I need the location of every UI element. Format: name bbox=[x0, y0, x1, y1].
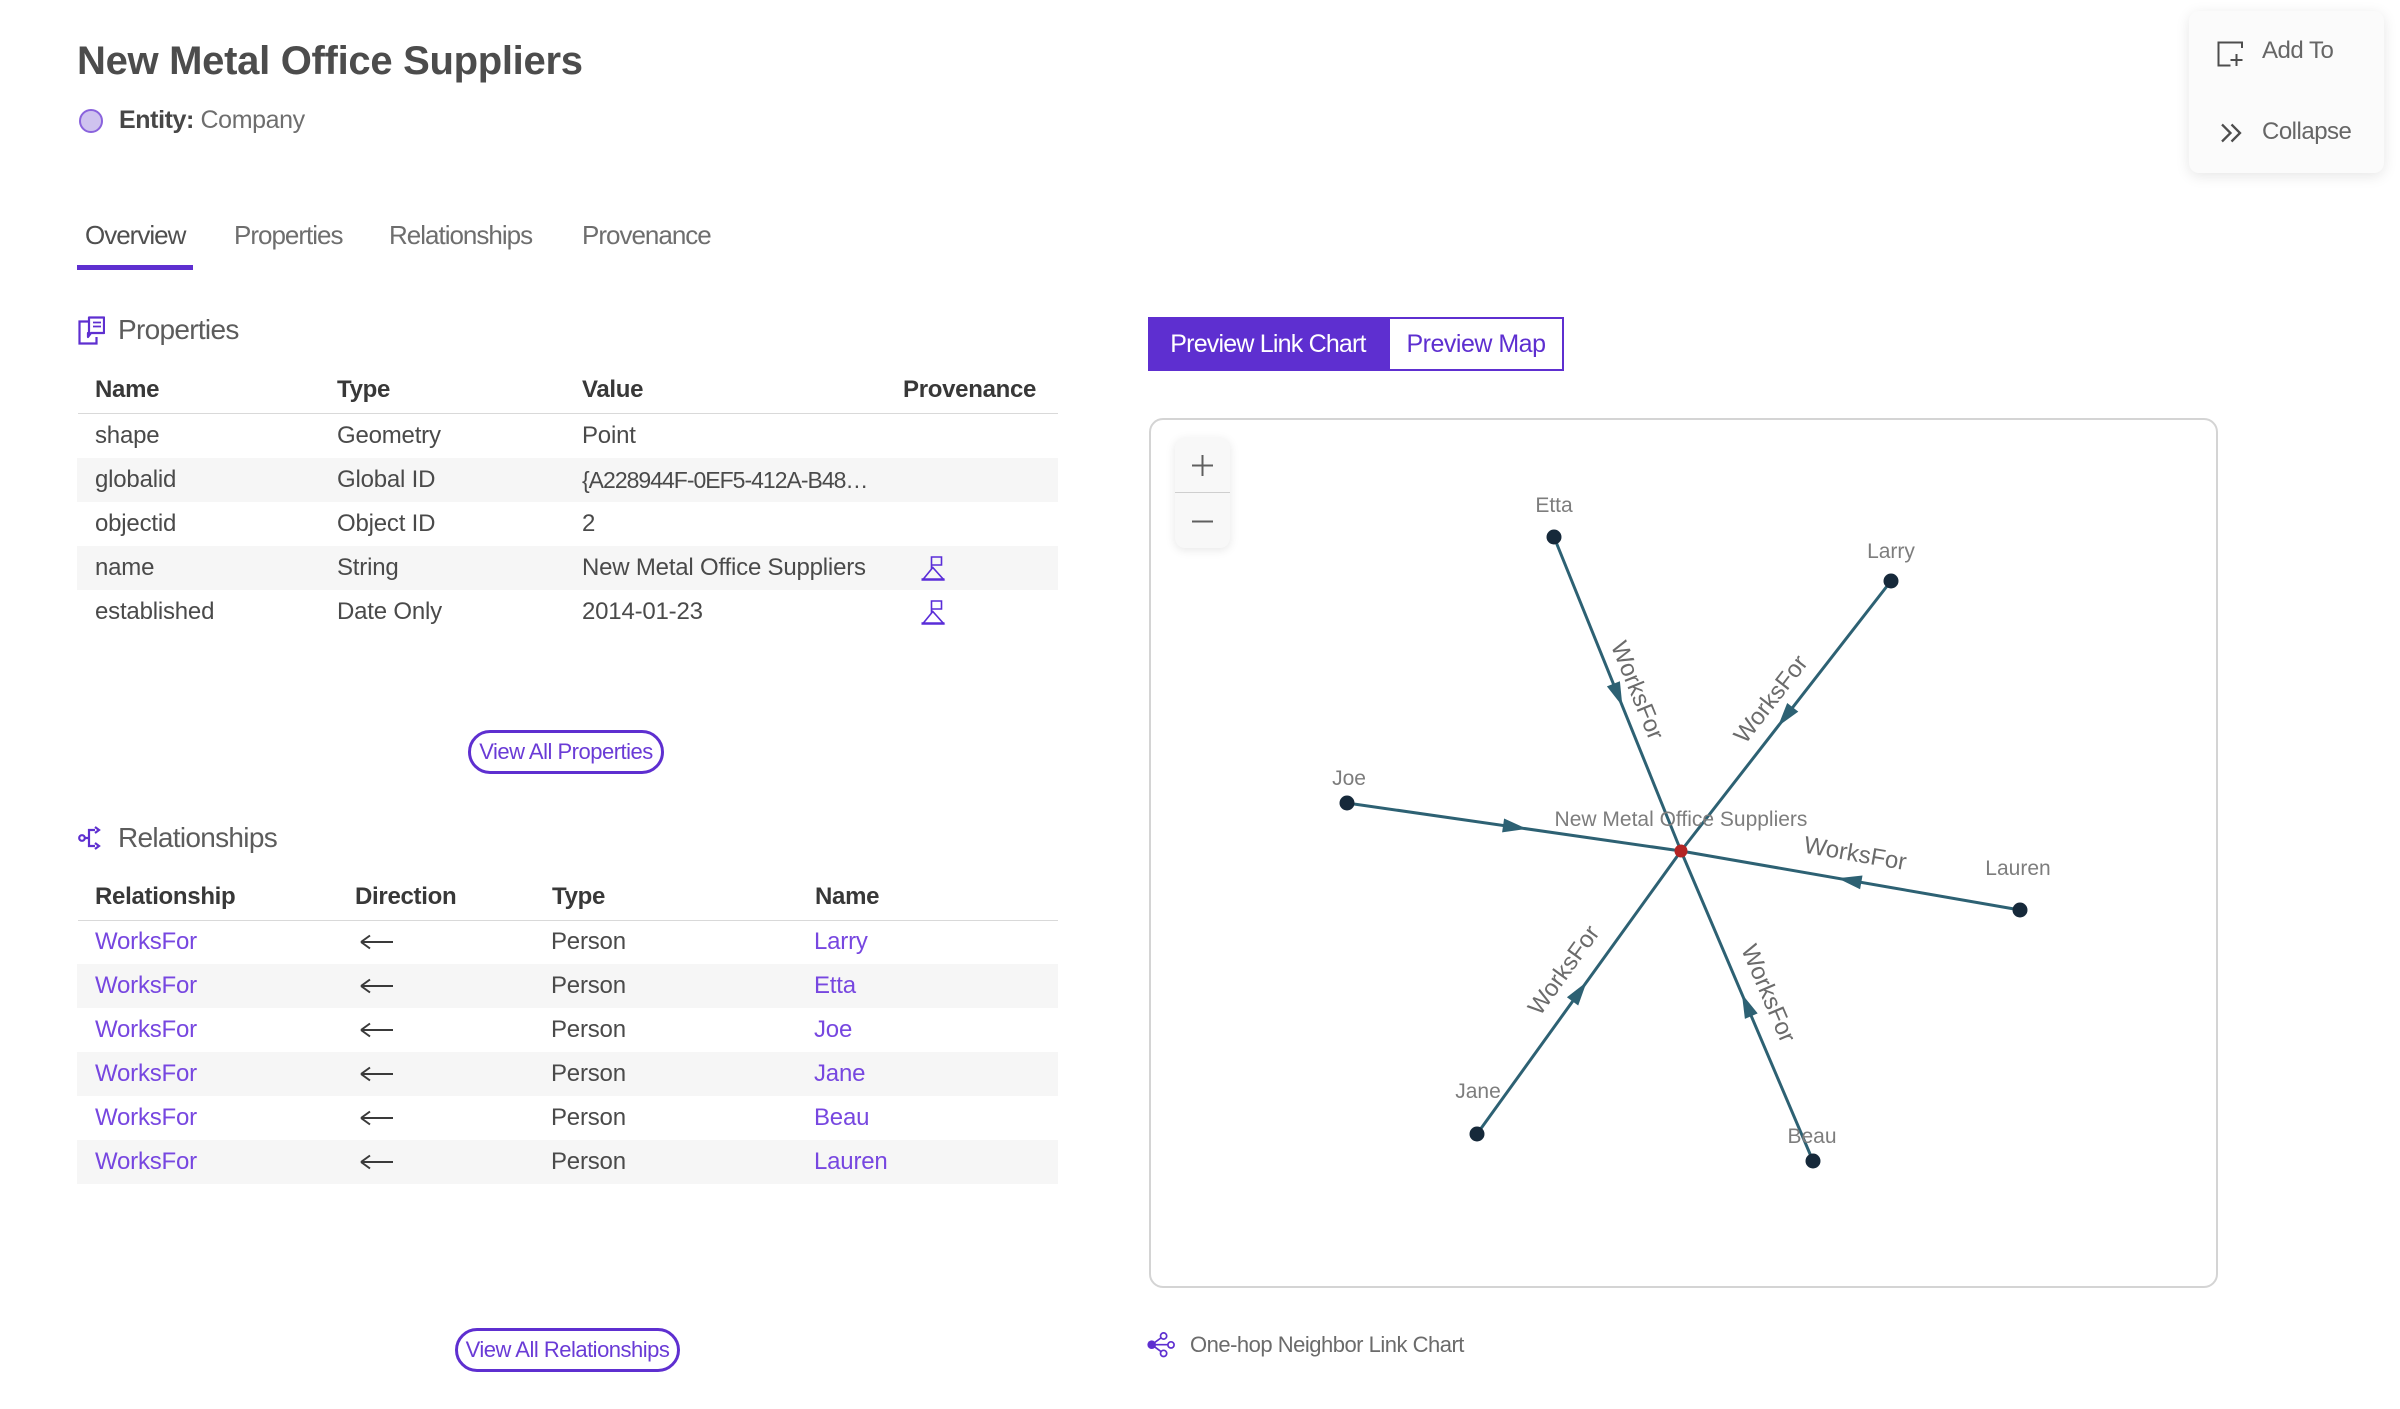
svg-text:WorksFor: WorksFor bbox=[1802, 832, 1909, 876]
svg-text:Larry: Larry bbox=[1867, 540, 1915, 563]
svg-text:New Metal Office Suppliers: New Metal Office Suppliers bbox=[1555, 808, 1808, 831]
svg-text:Etta: Etta bbox=[1535, 494, 1573, 517]
svg-text:Lauren: Lauren bbox=[1985, 857, 2050, 880]
svg-text:Joe: Joe bbox=[1332, 767, 1366, 790]
svg-text:Jane: Jane bbox=[1455, 1080, 1501, 1103]
svg-text:WorksFor: WorksFor bbox=[1523, 920, 1605, 1020]
svg-text:WorksFor: WorksFor bbox=[1735, 941, 1800, 1047]
svg-text:Beau: Beau bbox=[1787, 1125, 1836, 1148]
